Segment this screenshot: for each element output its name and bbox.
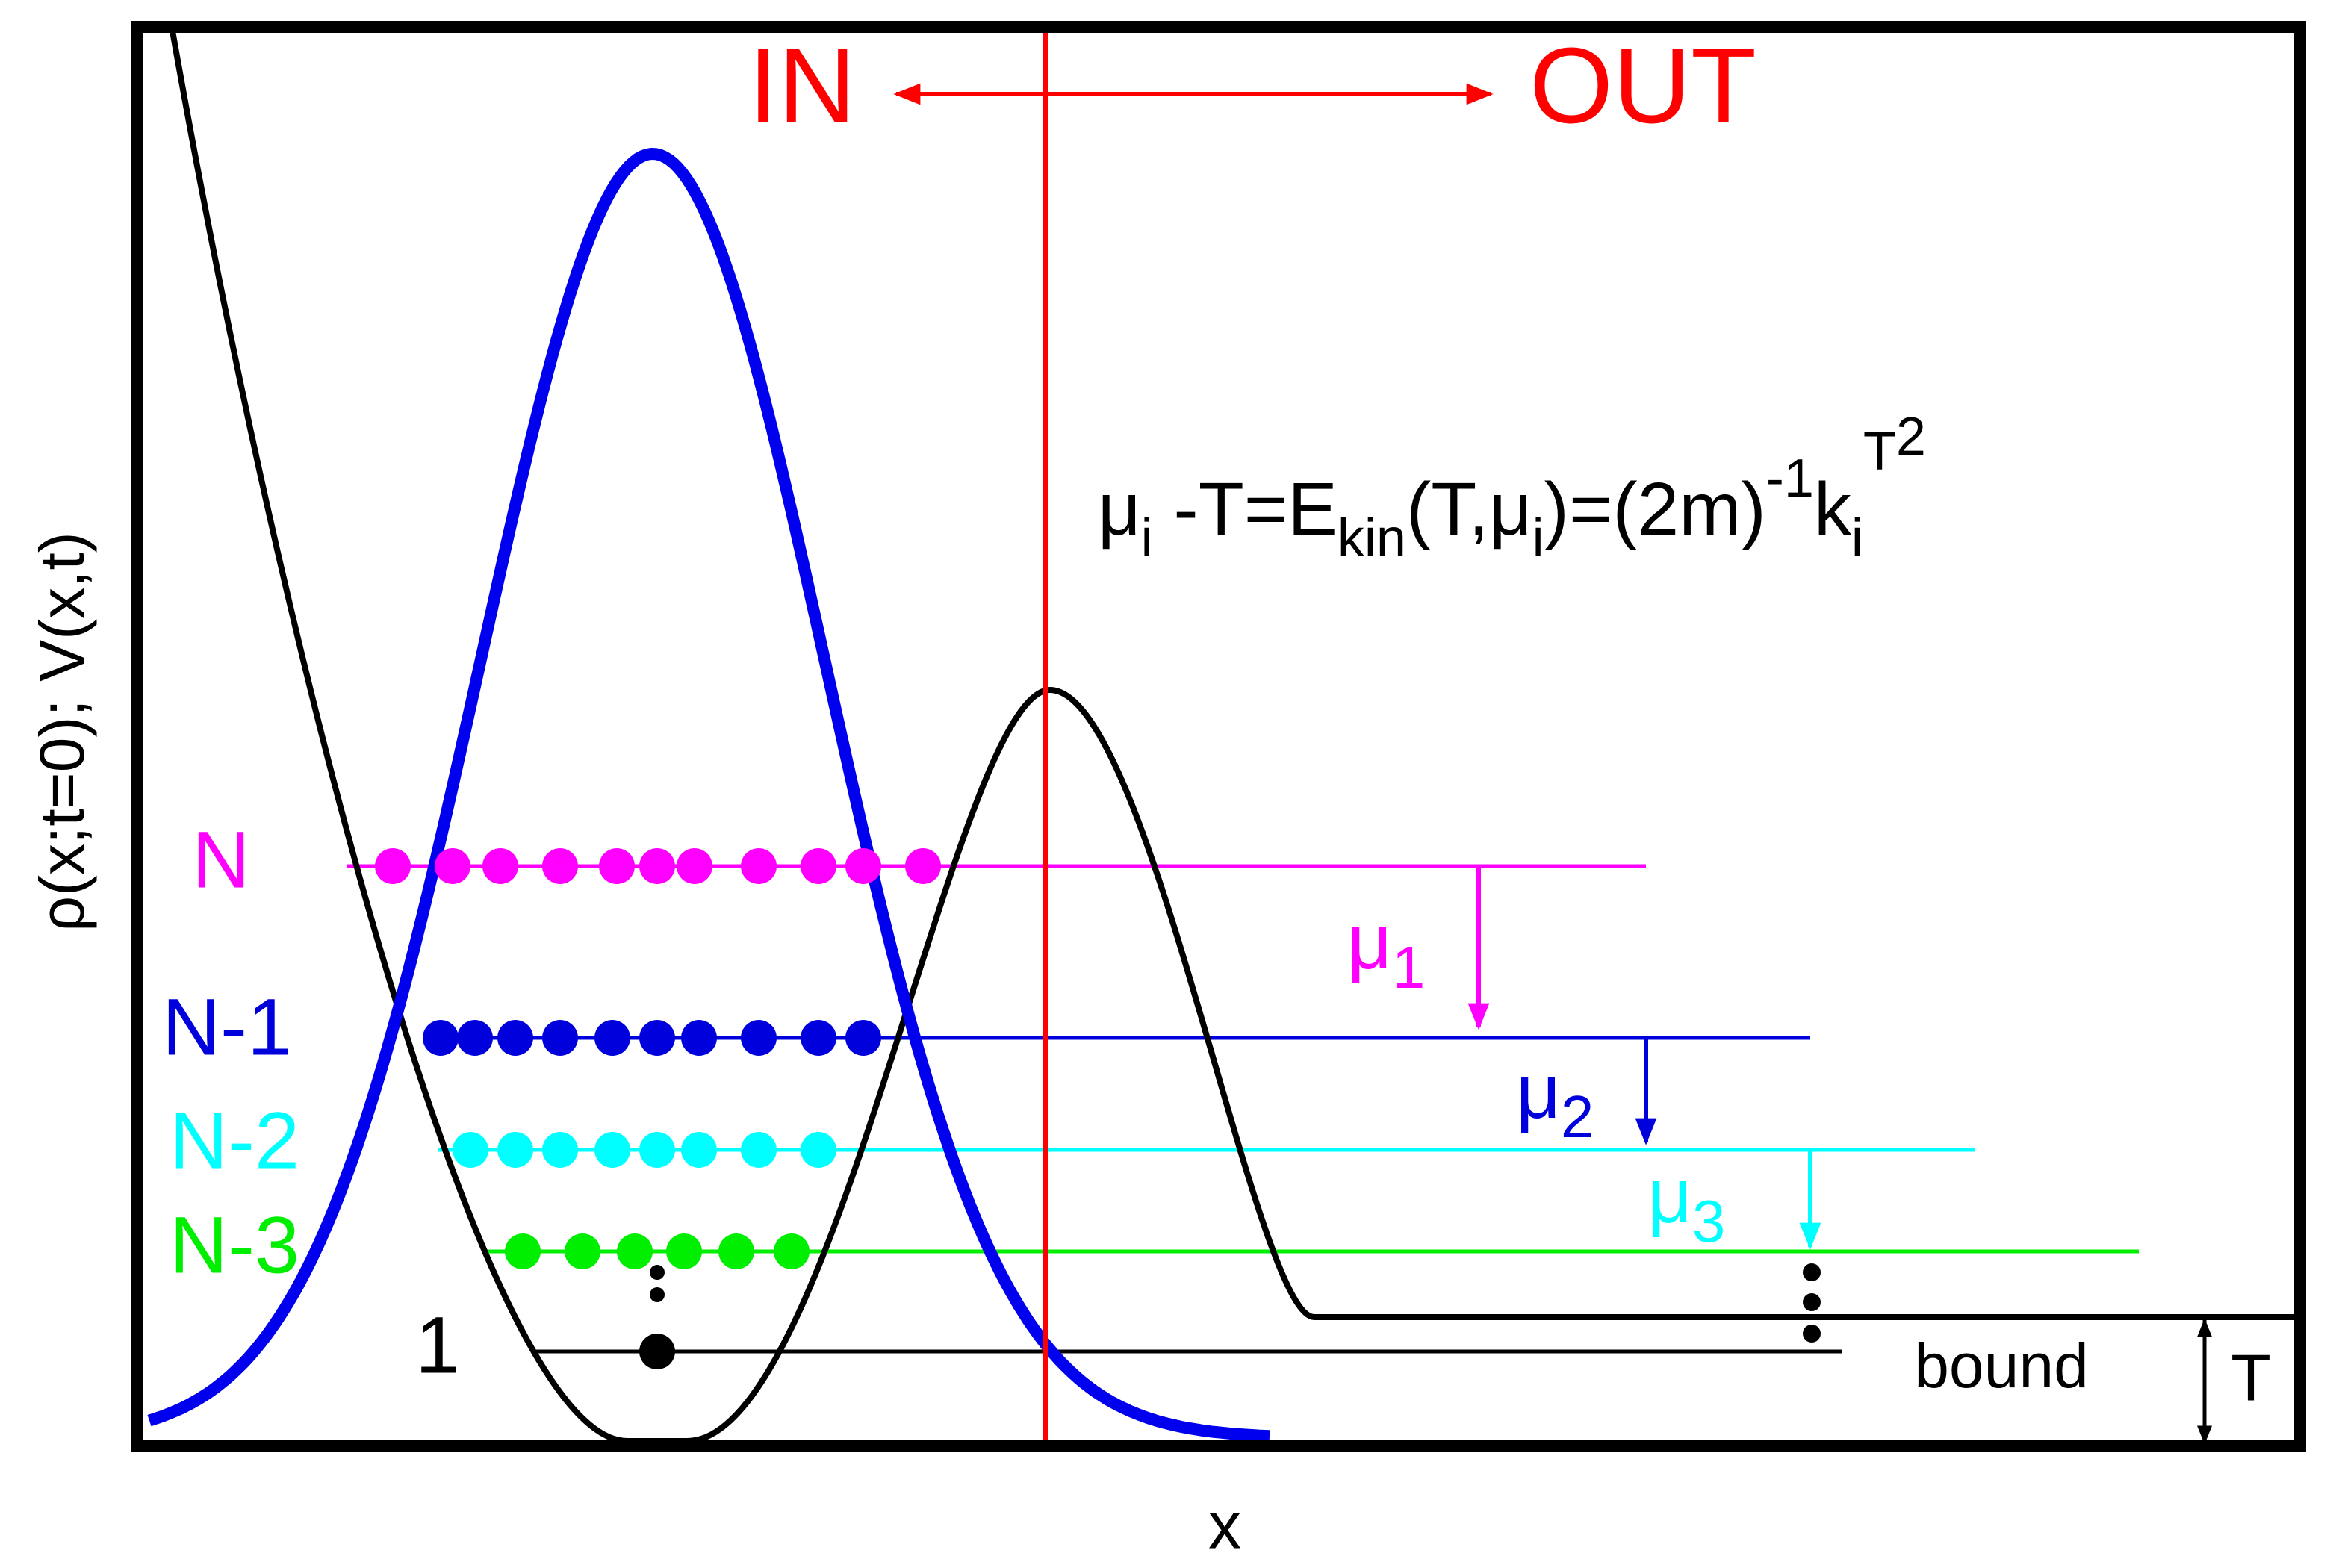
frame: [131, 21, 2306, 1452]
in-label: IN: [748, 25, 856, 146]
particle: [1803, 1325, 1821, 1343]
particle: [505, 1233, 541, 1269]
particle: [594, 1020, 630, 1056]
particle: [599, 848, 635, 884]
particle: [542, 848, 578, 884]
particle: [497, 1132, 533, 1168]
particle: [681, 1132, 717, 1168]
formula-sub: i: [1532, 508, 1544, 568]
particle: [639, 1132, 675, 1168]
particle: [457, 1020, 493, 1056]
particle: [801, 1132, 836, 1168]
formula-sup: T: [1863, 422, 1896, 482]
particle: [375, 848, 411, 884]
particle: [741, 1020, 777, 1056]
particle: [741, 1132, 777, 1168]
mu-index: 2: [1561, 1083, 1594, 1150]
formula-sup: 2: [1896, 407, 1926, 467]
formula-part: μ: [1098, 467, 1141, 551]
mu-symbol: μ: [1647, 1153, 1692, 1239]
particles: [375, 848, 1821, 1369]
particle: [650, 1265, 665, 1280]
particle: [594, 1132, 630, 1168]
level-label: N-2: [170, 1095, 299, 1186]
particle: [542, 1020, 578, 1056]
particle: [542, 1132, 578, 1168]
particle: [666, 1233, 702, 1269]
particle: [639, 848, 675, 884]
temperature-label: T: [2231, 1340, 2271, 1414]
formula-sub: kin: [1338, 508, 1406, 568]
formula-part: k: [1814, 467, 1852, 551]
particle: [774, 1233, 810, 1269]
particle: [741, 848, 777, 884]
particle: [482, 848, 518, 884]
particle: [677, 848, 712, 884]
mu-index: 3: [1692, 1188, 1726, 1254]
particle: [453, 1132, 488, 1168]
particle: [681, 1020, 717, 1056]
formula-part: )=(2m): [1544, 467, 1766, 551]
formula-part: -T=E: [1153, 467, 1338, 551]
out-label: OUT: [1529, 25, 1756, 146]
particle: [905, 848, 941, 884]
particle: [565, 1233, 600, 1269]
particle: [801, 848, 836, 884]
mu-symbol: μ: [1347, 899, 1392, 986]
mu-symbol: μ: [1516, 1048, 1561, 1135]
particle: [497, 1020, 533, 1056]
level-label: 1: [415, 1300, 460, 1390]
formula-sub: i: [1141, 508, 1153, 568]
particle: [639, 1020, 675, 1056]
bound-label: bound: [1914, 1331, 2089, 1401]
mu-label: μ2: [1516, 1048, 1594, 1150]
density-curve: [147, 147, 1270, 1443]
particle: [1803, 1263, 1821, 1281]
particle: [435, 848, 470, 884]
mu-label: μ1: [1347, 899, 1425, 1001]
x-axis-label: x: [1208, 1488, 1241, 1562]
formula-sup: -1: [1766, 449, 1814, 508]
mu-label: μ3: [1647, 1153, 1725, 1254]
formula-sub: i: [1851, 508, 1863, 568]
potential-curve: [169, 26, 2300, 1444]
level-label: N-3: [170, 1200, 299, 1290]
particle: [1803, 1293, 1821, 1311]
particle: [617, 1233, 653, 1269]
particle: [801, 1020, 836, 1056]
particle: [718, 1233, 754, 1269]
y-axis-label: ρ(x;t=0); V(x,t): [27, 532, 97, 932]
mu-index: 1: [1392, 934, 1426, 1001]
level-label: N-1: [162, 982, 292, 1072]
particle: [423, 1020, 459, 1056]
particle: [639, 1334, 675, 1369]
level-label: N: [192, 815, 250, 905]
formula: μi -T=Ekin(T,μi)=(2m)-1kiT2: [1098, 407, 1926, 568]
formula-part: (T,μ: [1406, 467, 1532, 551]
particle: [845, 848, 881, 884]
particle: [845, 1020, 881, 1056]
particle: [650, 1287, 665, 1302]
